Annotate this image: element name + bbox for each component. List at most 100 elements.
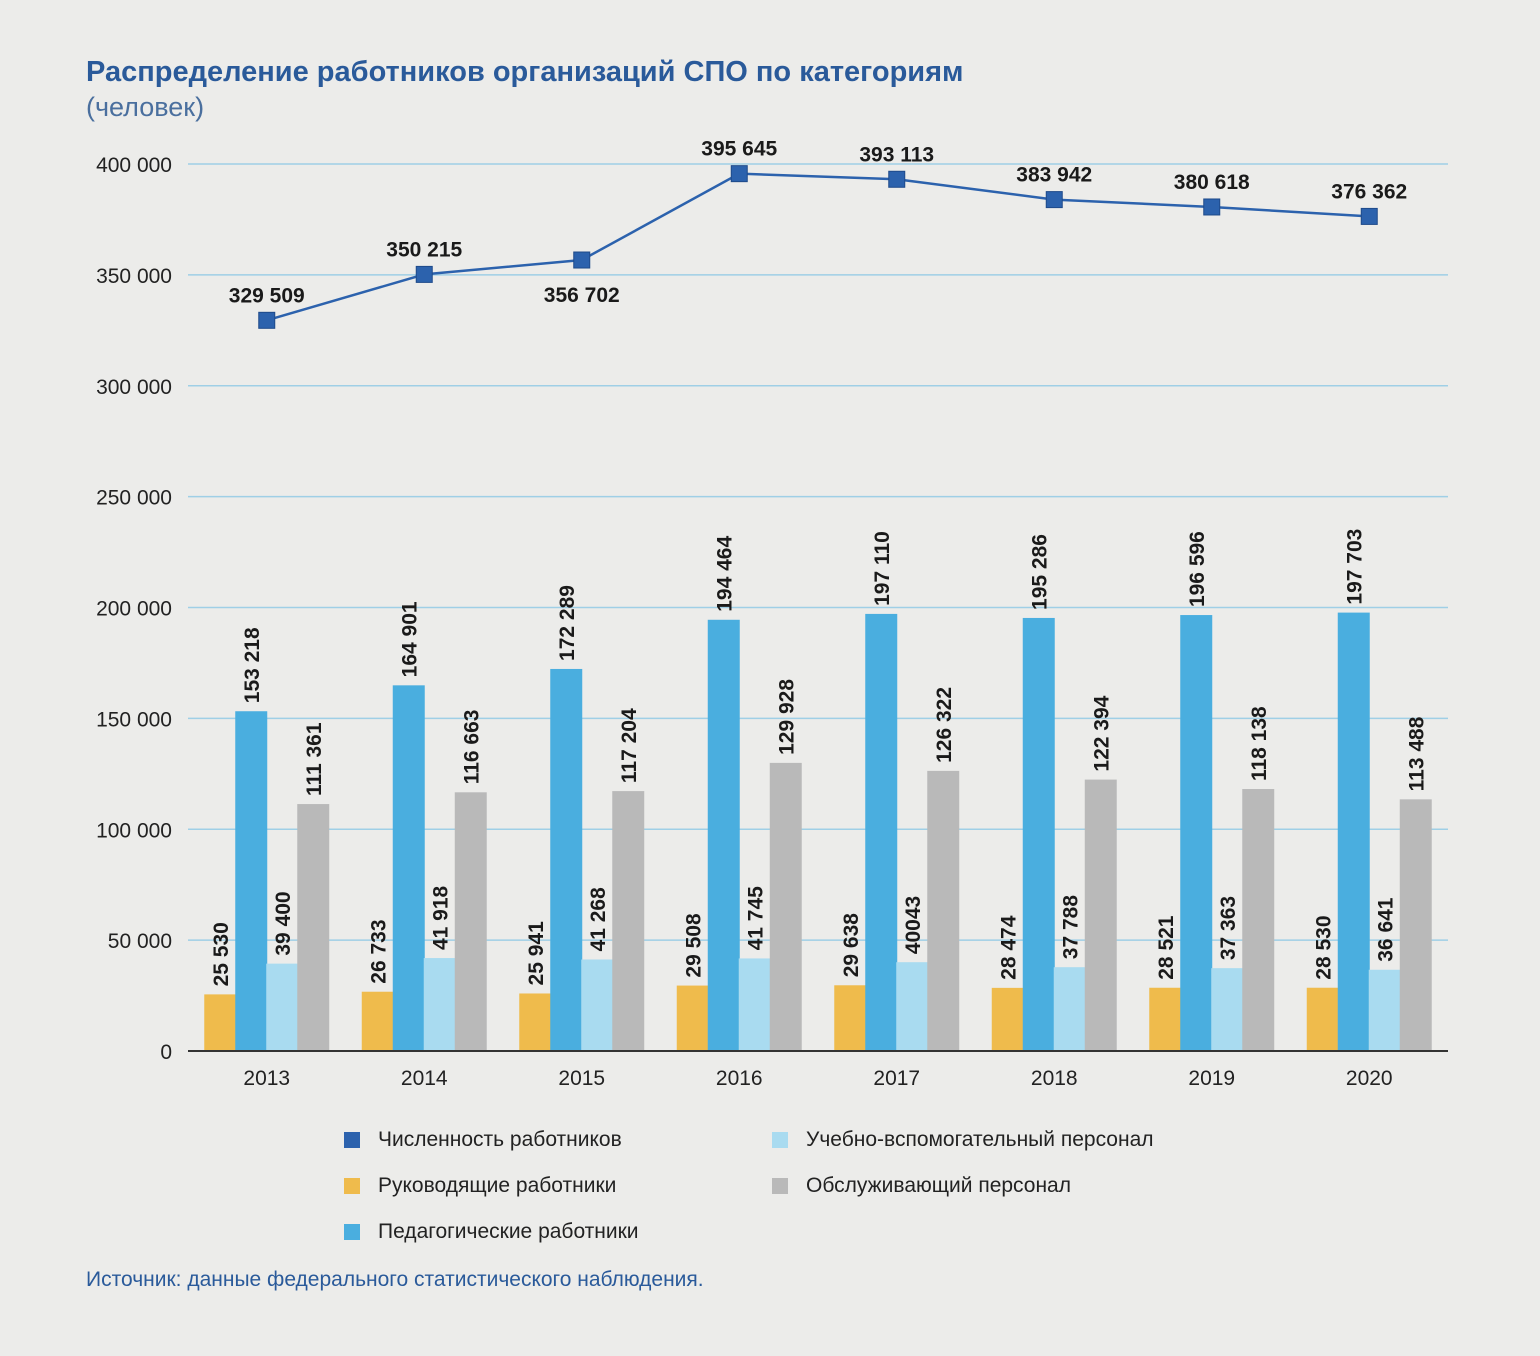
bar-value-label: 129 928: [776, 679, 799, 755]
x-tick-label: 2015: [558, 1067, 605, 1090]
line-value-label: 395 645: [701, 138, 777, 161]
bar-service: [1084, 779, 1117, 1051]
y-tick-label: 400 000: [96, 154, 172, 177]
bar-service: [612, 791, 645, 1051]
line-marker: [573, 251, 591, 269]
bar-value-label: 126 322: [933, 687, 956, 763]
legend-swatch: [772, 1178, 788, 1194]
line-value-label: 380 618: [1174, 171, 1250, 194]
y-tick-label: 150 000: [96, 708, 172, 731]
bar-teachers: [1022, 617, 1055, 1051]
bar-managers: [204, 994, 237, 1051]
line-marker: [1203, 198, 1221, 216]
bar-value-label: 164 901: [399, 601, 422, 677]
x-tick-label: 2018: [1031, 1067, 1078, 1090]
bar-value-label: 28 530: [1313, 916, 1336, 980]
legend-swatch: [344, 1224, 360, 1240]
legend-label: Обслуживающий персонал: [806, 1174, 1071, 1197]
bar-value-label: 195 286: [1029, 534, 1052, 610]
bar-service: [769, 762, 802, 1051]
bar-value-label: 113 488: [1406, 716, 1429, 791]
chart-legend: Численность работников Учебно-вспомогате…: [340, 1122, 1240, 1262]
y-tick-label: 250 000: [96, 487, 172, 510]
bar-managers: [991, 987, 1024, 1051]
y-tick-label: 200 000: [96, 598, 172, 621]
bar-teachers: [707, 619, 740, 1051]
y-tick-label: 300 000: [96, 376, 172, 399]
bar-teachers: [865, 613, 898, 1051]
legend-swatch: [772, 1132, 788, 1148]
chart-subtitle: (человек): [86, 92, 205, 122]
legend-label: Численность работников: [378, 1128, 622, 1151]
bar-support: [1211, 968, 1244, 1051]
legend-item-support: Учебно-вспомогательный персонал: [772, 1128, 1154, 1152]
bar-value-label: 116 663: [461, 710, 484, 785]
bar-service: [454, 792, 487, 1051]
x-tick-label: 2016: [716, 1067, 763, 1090]
bar-managers: [1149, 987, 1182, 1051]
chart-title: Распределение работников организаций СПО…: [86, 56, 964, 88]
line-value-label: 350 215: [386, 238, 462, 261]
bar-value-label: 36 641: [1375, 897, 1398, 962]
bar-support: [738, 958, 771, 1051]
bar-managers: [676, 985, 709, 1051]
bar-teachers: [1180, 615, 1213, 1051]
bar-service: [1242, 789, 1275, 1051]
bar-value-label: 122 394: [1091, 695, 1114, 771]
line-value-label: 376 362: [1331, 180, 1407, 203]
bar-value-label: 41 918: [430, 885, 453, 950]
bar-value-label: 25 941: [525, 921, 548, 986]
chart-plot: 0 50 000 100 000 150 000 200 000 250 000 300 0…: [96, 138, 1448, 1090]
source-note: Источник: данные федерального статистиче…: [86, 1268, 704, 1291]
bar-value-label: 117 204: [618, 708, 641, 783]
line-marker: [1360, 207, 1378, 225]
line-total: [266, 172, 1370, 322]
line-marker: [415, 265, 433, 283]
bar-value-label: 118 138: [1248, 706, 1271, 781]
y-tick-label: 0: [160, 1041, 172, 1064]
legend-item-service: Обслуживающий персонал: [772, 1174, 1071, 1198]
bar-value-label: 172 289: [556, 585, 579, 661]
bar-managers: [834, 985, 867, 1051]
bar-value-label: 37 363: [1217, 896, 1240, 960]
legend-label: Педагогические работники: [378, 1220, 639, 1243]
line-value-label: 356 702: [544, 284, 620, 307]
bar-managers: [361, 991, 394, 1051]
bar-service: [927, 770, 960, 1051]
line-value-label: 383 942: [1016, 164, 1092, 187]
bar-value-label: 37 788: [1060, 895, 1083, 960]
bar-value-label: 25 530: [210, 922, 233, 986]
x-tick-label: 2019: [1188, 1067, 1235, 1090]
bar-value-label: 26 733: [368, 919, 391, 983]
bar-value-label: 111 361: [303, 722, 326, 796]
bar-value-label: 29 508: [683, 913, 706, 978]
bar-managers: [519, 993, 552, 1051]
legend-label: Учебно-вспомогательный персонал: [806, 1128, 1154, 1151]
bar-value-label: 194 464: [714, 536, 737, 612]
bar-support: [423, 958, 456, 1051]
legend-label: Руководящие работники: [378, 1174, 617, 1197]
legend-swatch: [344, 1178, 360, 1194]
bar-managers: [1306, 987, 1339, 1051]
x-tick-label: 2014: [401, 1067, 448, 1090]
bar-value-label: 41 268: [587, 887, 610, 952]
bar-support: [896, 962, 929, 1051]
y-tick-label: 100 000: [96, 819, 172, 842]
bar-value-label: 197 703: [1344, 529, 1367, 605]
legend-item-total: Численность работников: [344, 1128, 622, 1152]
legend-item-managers: Руководящие работники: [344, 1174, 616, 1198]
legend-item-teachers: Педагогические работники: [344, 1220, 639, 1244]
x-tick-label: 2013: [243, 1067, 290, 1090]
line-value-label: 329 509: [229, 284, 305, 307]
y-tick-label: 50 000: [108, 930, 172, 953]
x-tick-label: 2020: [1346, 1067, 1393, 1090]
bar-value-label: 39 400: [272, 891, 295, 955]
bar-teachers: [235, 711, 268, 1051]
bar-support: [581, 959, 614, 1051]
y-tick-label: 350 000: [96, 265, 172, 288]
bar-value-label: 29 638: [840, 913, 863, 978]
bar-support: [1053, 967, 1086, 1051]
bar-support: [1368, 969, 1401, 1051]
line-value-label: 393 113: [859, 143, 934, 166]
bar-value-label: 196 596: [1186, 531, 1209, 607]
